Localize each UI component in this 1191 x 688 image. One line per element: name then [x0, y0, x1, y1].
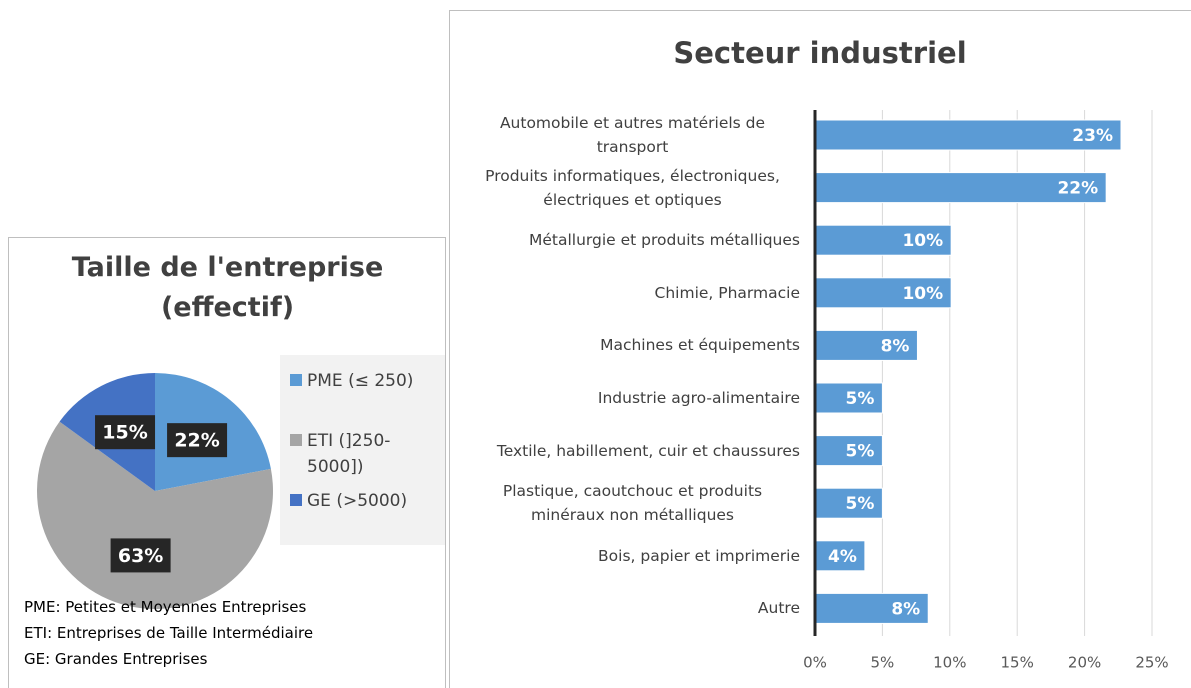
legend-swatch	[290, 434, 302, 446]
data-label: 4%	[828, 547, 857, 567]
y-tick-label: Plastique, caoutchouc et produits minéra…	[502, 482, 763, 525]
y-tick-label: Métallurgie et produits métalliques	[529, 231, 800, 250]
data-label: 63%	[118, 545, 163, 567]
label-box	[110, 538, 171, 573]
y-tick-label: Autre	[757, 599, 800, 618]
y-tick-label: Chimie, Pharmacie	[654, 283, 800, 302]
y-tick-label: Machines et équipements	[600, 336, 800, 355]
x-tick-label: 25%	[1135, 654, 1168, 672]
data-label: 22%	[1057, 179, 1098, 199]
bar	[814, 119, 1122, 151]
pie-title: Taille de l'entreprise (effectif)	[71, 252, 384, 323]
data-label: 10%	[902, 284, 943, 304]
data-label: 8%	[891, 599, 920, 619]
bar	[814, 277, 952, 309]
bar	[814, 540, 866, 572]
data-label: 15%	[102, 422, 147, 444]
legend-label: ETI (]250-5000])	[307, 431, 391, 477]
data-label: 8%	[881, 336, 910, 356]
legend-swatch	[290, 494, 302, 506]
label-box	[167, 423, 228, 458]
pie-slice	[36, 421, 273, 609]
bar-title: Secteur industriel	[673, 36, 967, 70]
x-tick-label: 15%	[1001, 654, 1034, 672]
note: PME: Petites et Moyennes Entreprises	[24, 598, 307, 616]
data-label: 10%	[902, 231, 943, 251]
data-label: 5%	[846, 389, 875, 409]
x-tick-label: 10%	[933, 654, 966, 672]
data-label: 22%	[174, 430, 219, 452]
note: ETI: Entreprises de Taille Intermédiaire	[24, 624, 314, 642]
bar	[814, 382, 883, 414]
y-tick-label: Produits informatiques, électroniques, é…	[485, 166, 780, 209]
x-tick-label: 0%	[803, 654, 827, 672]
legend-label: PME (≤ 250)	[307, 371, 414, 391]
data-label: 5%	[846, 494, 875, 514]
y-tick-label: Textile, habillement, cuir et chaussures	[496, 441, 800, 460]
legend-bg	[280, 355, 445, 545]
y-tick-label: Bois, papier et imprimerie	[598, 546, 800, 565]
y-tick-label: Industrie agro-alimentaire	[597, 389, 800, 407]
legend-swatch	[290, 374, 302, 386]
note: GE: Grandes Entreprises	[24, 650, 208, 668]
label-box	[95, 415, 156, 450]
bar	[814, 592, 929, 624]
x-tick-label: 5%	[871, 654, 895, 672]
bar	[814, 172, 1107, 204]
x-tick-label: 20%	[1068, 654, 1101, 672]
y-tick-label: Automobile et autres matériels de transp…	[499, 114, 766, 156]
data-label: 23%	[1072, 126, 1113, 146]
legend-label: GE (>5000)	[307, 491, 408, 511]
data-label: 5%	[846, 442, 875, 462]
